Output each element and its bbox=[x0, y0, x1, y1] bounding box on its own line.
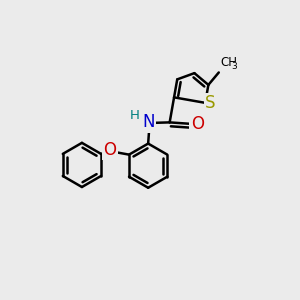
Text: N: N bbox=[142, 113, 155, 131]
Text: O: O bbox=[103, 141, 116, 159]
Text: CH: CH bbox=[220, 56, 237, 69]
Text: H: H bbox=[129, 109, 139, 122]
Text: O: O bbox=[191, 115, 204, 133]
Text: S: S bbox=[205, 94, 216, 112]
Text: 3: 3 bbox=[231, 62, 237, 71]
